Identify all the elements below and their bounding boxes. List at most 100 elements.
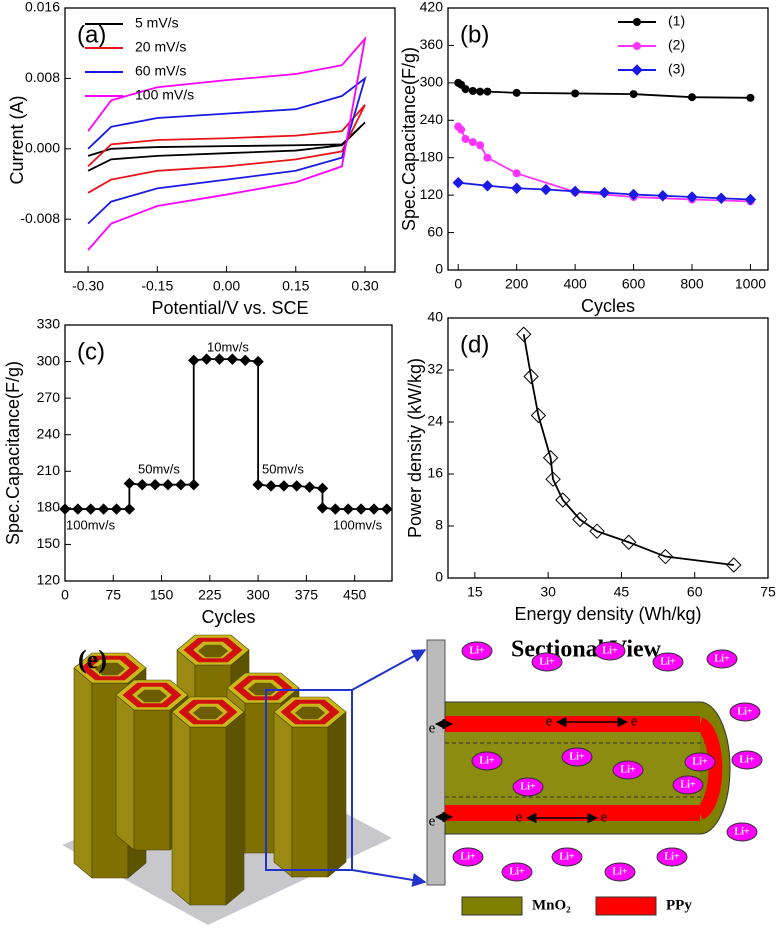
point xyxy=(572,511,588,528)
point xyxy=(627,188,640,201)
prism-face xyxy=(115,694,135,851)
ion xyxy=(461,641,493,661)
annotation: 100mv/s xyxy=(333,517,383,532)
x-tick-label: 375 xyxy=(295,587,319,603)
ppy-layer xyxy=(696,717,723,820)
point xyxy=(657,548,674,565)
x-tick-label: 15 xyxy=(467,584,483,600)
nanotube-array xyxy=(73,634,347,906)
electron-label: e xyxy=(601,809,608,825)
electrode xyxy=(426,639,446,886)
point xyxy=(569,185,581,198)
panel-label: (c) xyxy=(77,338,105,365)
legend-label: 60 mV/s xyxy=(135,63,186,79)
point xyxy=(468,138,477,147)
y-tick-label: 60 xyxy=(427,223,443,239)
point xyxy=(72,503,84,515)
x-tick-label: 0 xyxy=(454,276,462,292)
x-tick-label: 200 xyxy=(505,276,529,292)
ppy-layer xyxy=(445,716,700,732)
x-tick-label: 0 xyxy=(61,587,69,603)
point xyxy=(123,477,136,490)
electron-label: e xyxy=(546,713,553,729)
ion-label: Li+ xyxy=(569,751,584,762)
ion-label: Li+ xyxy=(692,756,707,767)
ion-label: Li+ xyxy=(469,645,484,656)
point xyxy=(571,89,580,98)
point xyxy=(381,503,393,515)
point xyxy=(316,502,329,514)
ion-label: Li+ xyxy=(714,653,729,664)
y-tick-label: 0.000 xyxy=(25,140,60,156)
plot-frame xyxy=(64,7,396,273)
point xyxy=(530,407,547,424)
point xyxy=(523,368,539,385)
y-tick-label: 240 xyxy=(37,425,61,441)
y-tick-label: 32 xyxy=(427,361,443,377)
y-tick-label: 210 xyxy=(37,462,61,478)
x-tick-label: 30 xyxy=(540,584,556,600)
prism-hole xyxy=(247,682,279,696)
ion-label: Li+ xyxy=(660,656,675,667)
electron-label: e xyxy=(516,809,523,825)
point xyxy=(468,86,477,95)
point xyxy=(512,88,521,97)
point xyxy=(97,503,110,515)
y-tick-label: 120 xyxy=(37,572,61,588)
prism-hole xyxy=(136,689,168,703)
x-tick-label: 400 xyxy=(563,276,587,292)
point xyxy=(657,190,669,202)
point xyxy=(316,482,329,495)
ion-label: Li+ xyxy=(602,645,617,656)
diagram-panel: (e) Sectional View Li+Li+Li+Li+ Li+Li+Li+… xyxy=(62,634,763,925)
ion xyxy=(604,862,636,882)
legend-label: 5 mV/s xyxy=(135,15,179,31)
ion-label: Li+ xyxy=(664,851,679,862)
ion xyxy=(656,847,688,867)
ion-label: Li+ xyxy=(734,826,749,837)
panel-label: (d) xyxy=(460,331,489,358)
point xyxy=(188,478,200,491)
ion xyxy=(471,751,503,771)
electron-label: e xyxy=(631,713,638,729)
point xyxy=(555,492,571,508)
point xyxy=(483,87,492,96)
x-tick-label: 150 xyxy=(150,587,174,603)
x-tick-label: 600 xyxy=(622,276,646,292)
point xyxy=(355,503,367,515)
ion-label: Li+ xyxy=(509,866,524,877)
ion xyxy=(594,641,626,661)
point xyxy=(476,87,485,96)
point xyxy=(746,93,755,102)
x-tick-label: 0.15 xyxy=(282,278,309,294)
x-axis-title: Potential/V vs. SCE xyxy=(151,298,308,318)
point xyxy=(291,480,303,492)
y-axis-title: Power density (kW/kg) xyxy=(405,358,425,538)
y-tick-label: 180 xyxy=(37,499,61,515)
x-axis-title: Cycles xyxy=(201,607,255,627)
legend-label: 100 mV/s xyxy=(135,87,194,103)
ion xyxy=(551,847,583,867)
plot-frame xyxy=(64,324,393,582)
point xyxy=(516,326,532,342)
point xyxy=(542,450,559,466)
point xyxy=(545,471,561,487)
point xyxy=(686,191,698,203)
series-line xyxy=(87,35,367,251)
y-axis-title: Spec.Capacitance(F/g) xyxy=(3,361,23,545)
point xyxy=(512,169,521,178)
point xyxy=(744,193,757,206)
y-axis-title: Current (A) xyxy=(7,95,27,184)
x-tick-label: 75 xyxy=(105,587,121,603)
point xyxy=(476,141,485,150)
legend-label: MnO₂ xyxy=(532,897,571,913)
point xyxy=(188,354,200,367)
point xyxy=(368,503,380,515)
prism-face xyxy=(189,726,227,906)
series-line xyxy=(87,104,366,194)
point xyxy=(252,355,264,368)
ion-label: Li+ xyxy=(737,706,752,717)
prism-face xyxy=(133,709,171,851)
